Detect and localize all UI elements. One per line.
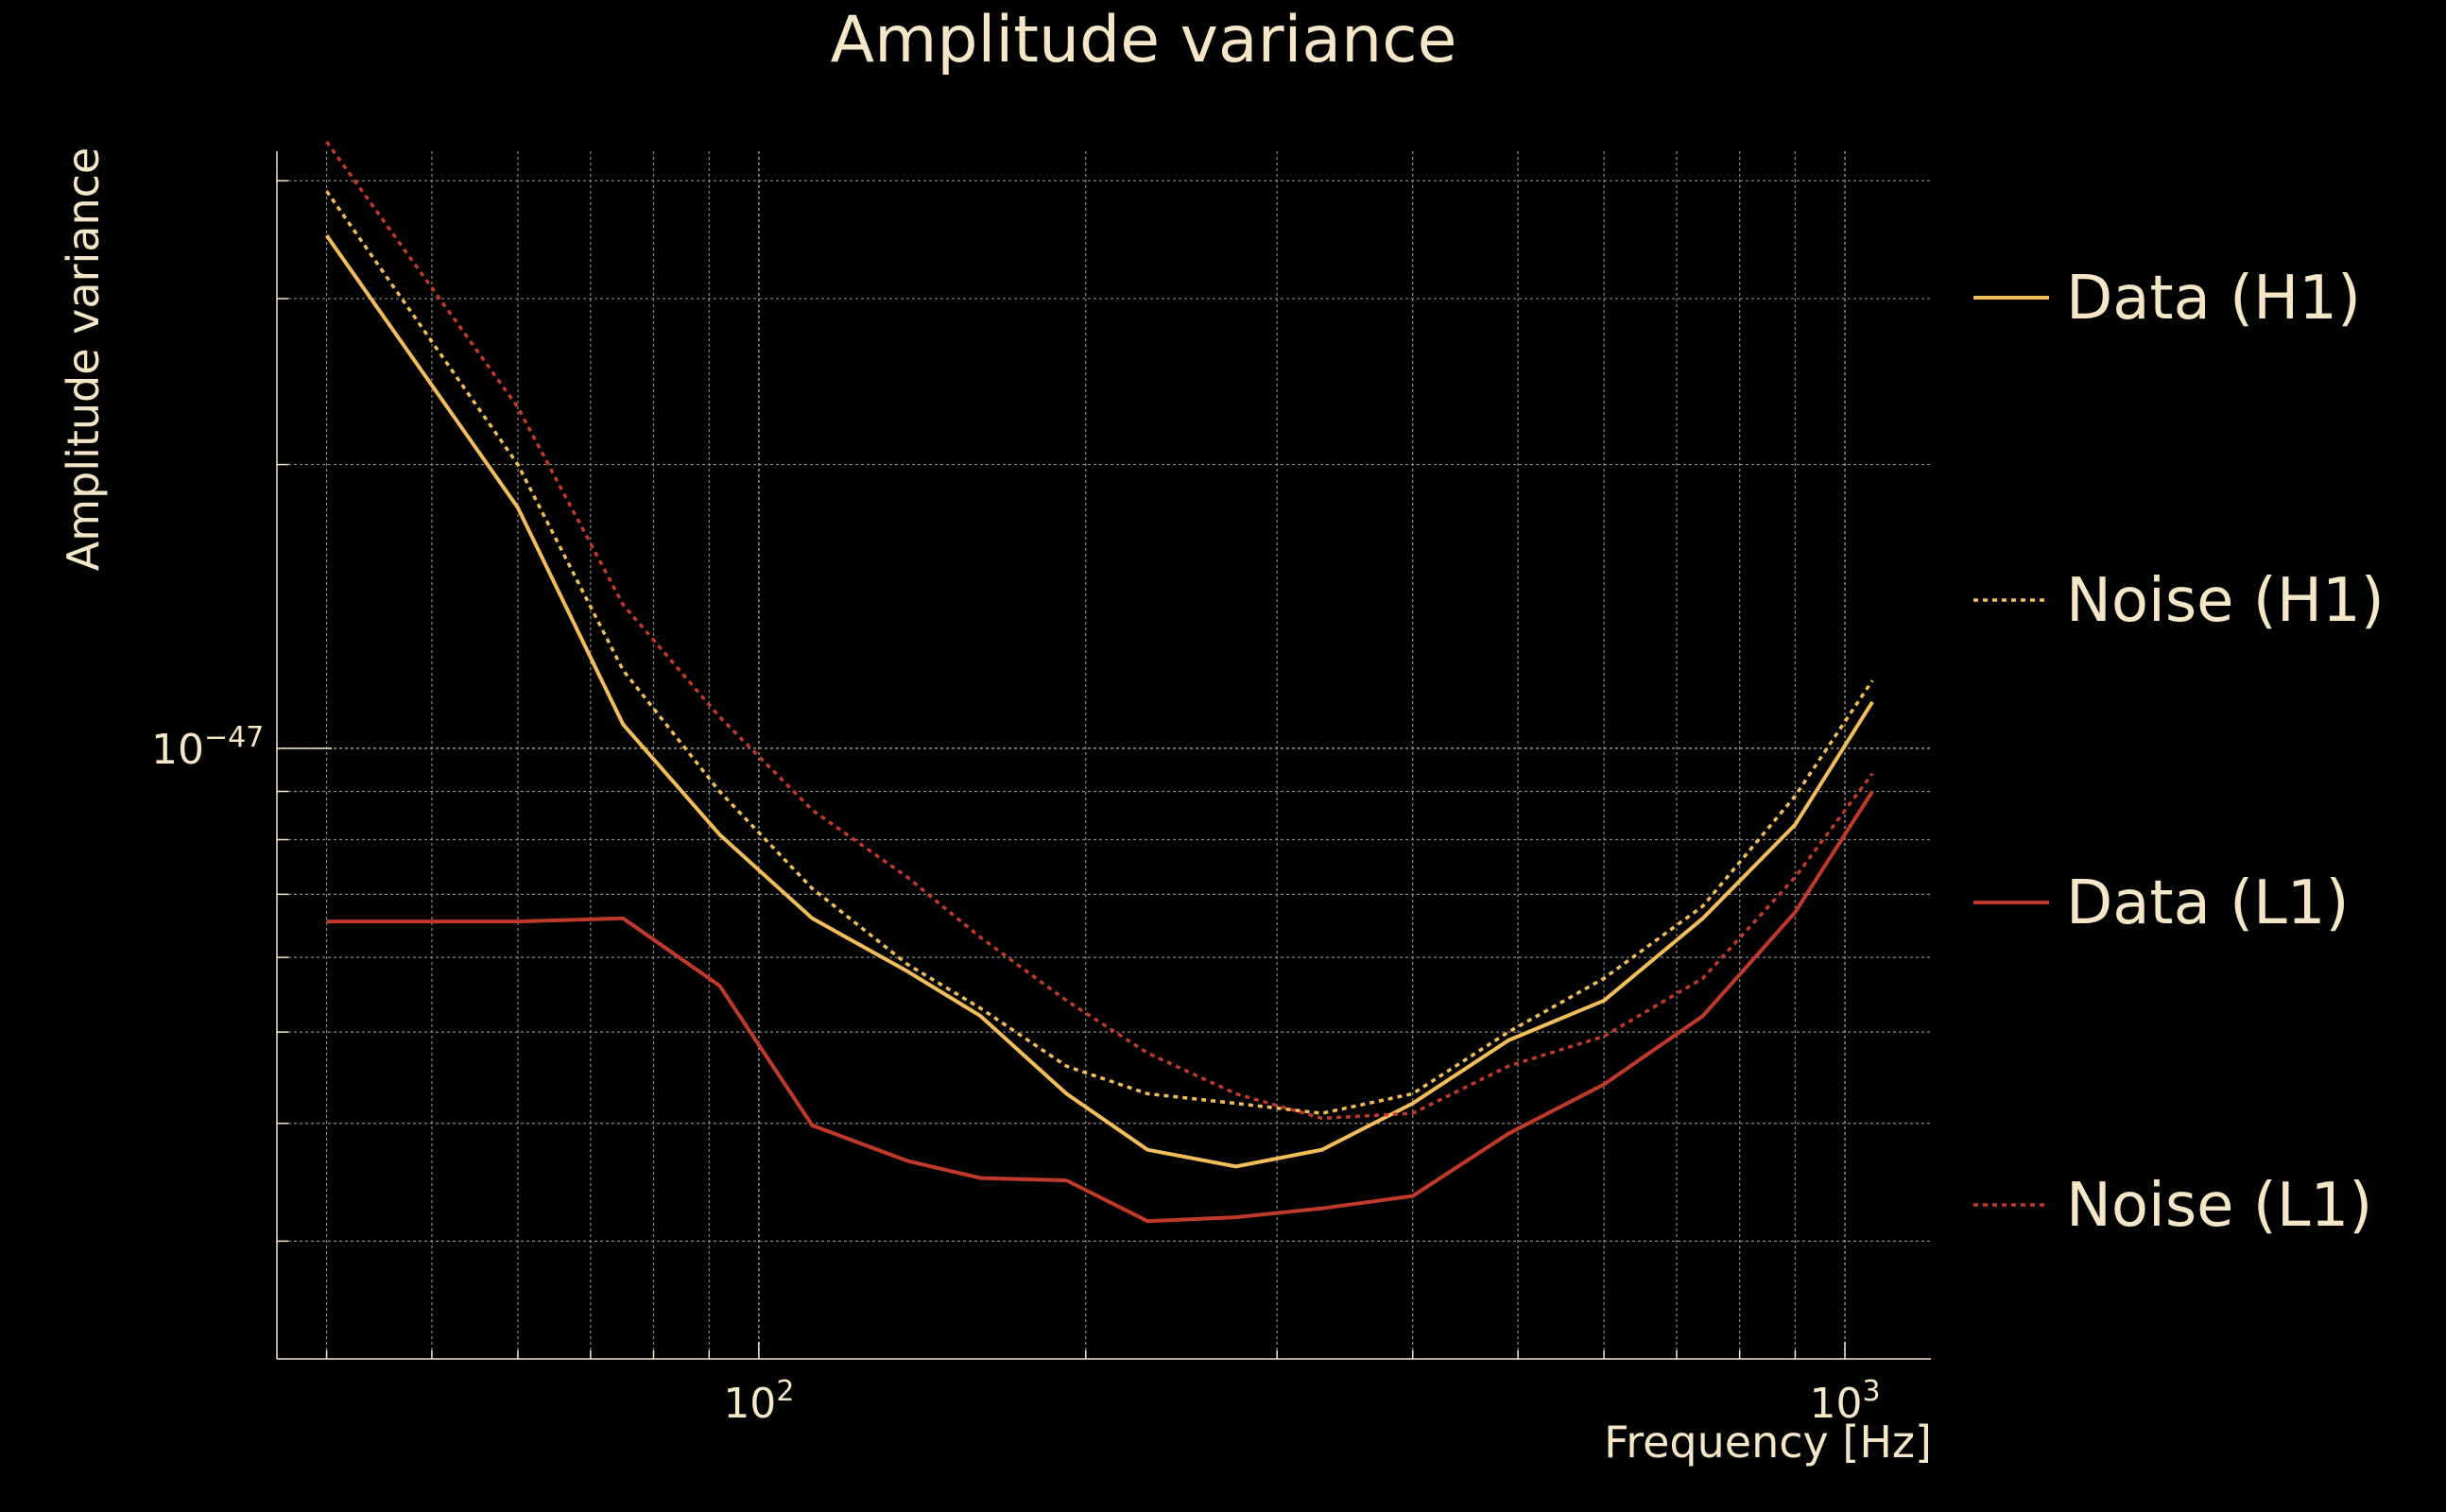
legend-label: Data (L1) [2066, 868, 2349, 938]
y-tick-label: 10−47 [151, 721, 264, 774]
legend-label: Data (H1) [2066, 264, 2361, 334]
y-axis-label: Amplitude variance [58, 147, 109, 571]
series-line-data-l1 [326, 790, 1874, 1224]
x-tick-label: 103 [1809, 1375, 1880, 1428]
series-line-noise-h1 [325, 190, 1874, 1115]
x-axis-label: Frequency [Hz] [1604, 1417, 1932, 1468]
legend-label: Noise (H1) [2066, 566, 2385, 636]
grid-lines [277, 151, 1931, 1359]
legend-label: Noise (L1) [2066, 1171, 2372, 1241]
series-layer [324, 140, 1874, 1224]
chart-title: Amplitude variance [831, 3, 1457, 77]
legend: Data (H1) Noise (H1) Data (L1) Noise (L1) [1973, 264, 2385, 1241]
series-line-data-h1 [324, 234, 1874, 1169]
axes: 102 103 10−47 [151, 151, 1931, 1428]
x-tick-label: 102 [723, 1375, 794, 1428]
series-line-noise-l1 [325, 140, 1874, 1121]
